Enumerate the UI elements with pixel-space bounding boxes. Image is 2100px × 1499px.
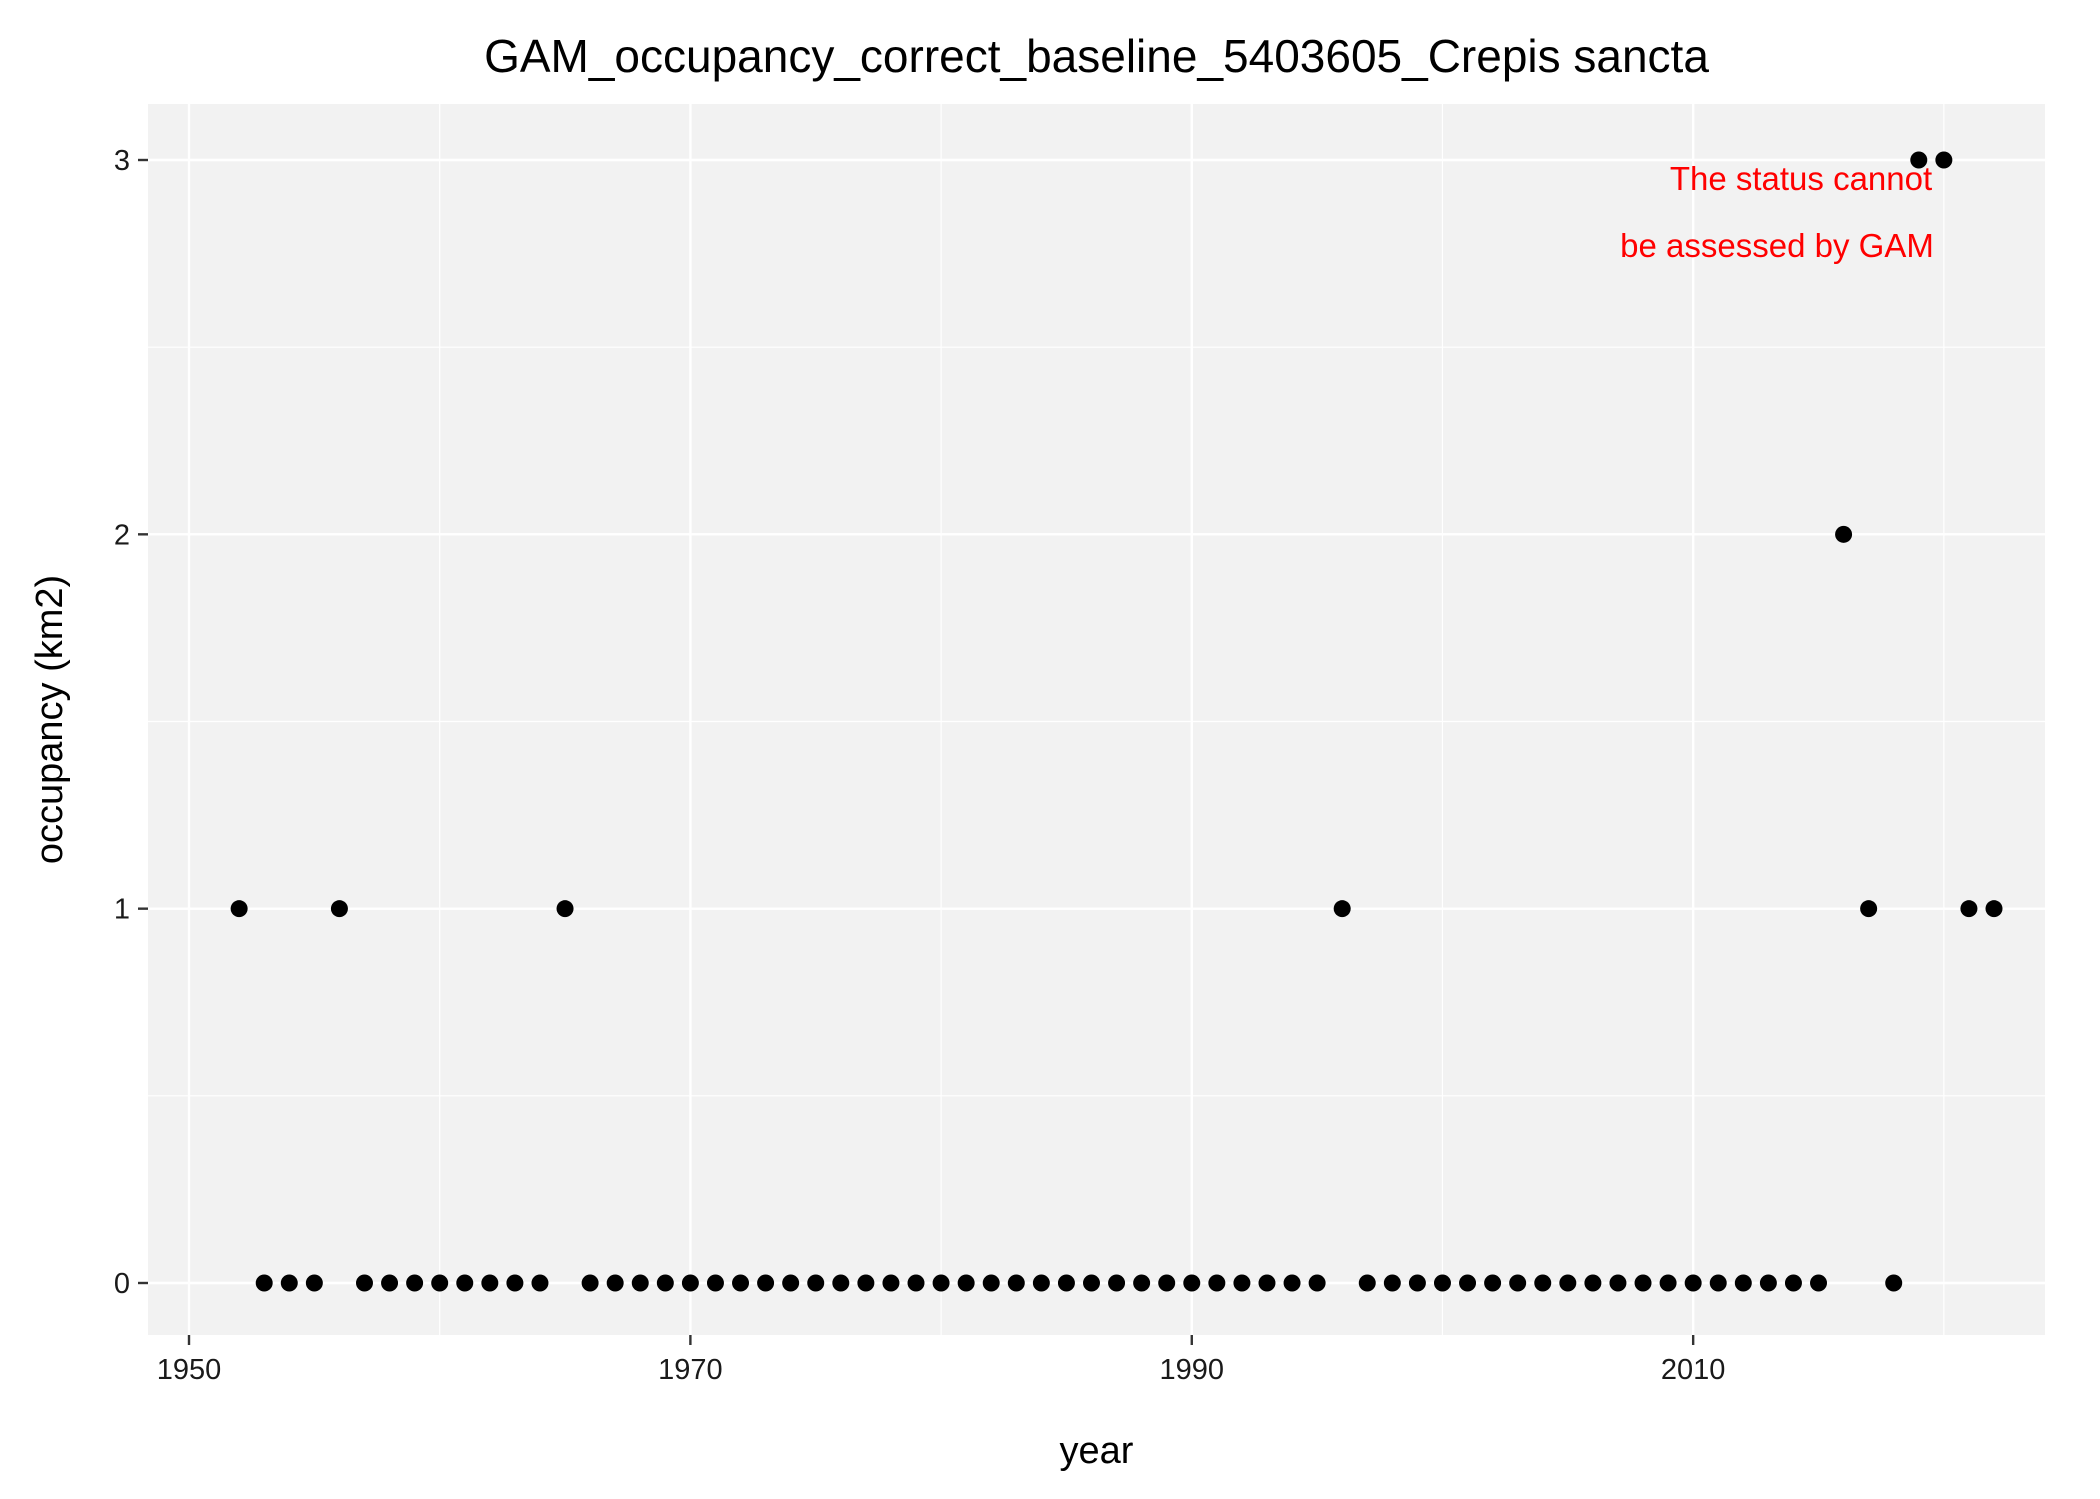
data-point [1258,1274,1276,1292]
x-axis-title: year [1060,1430,1134,1472]
data-point [1709,1274,1727,1292]
data-point [406,1274,424,1292]
x-tick-label: 2010 [1661,1354,1726,1386]
data-point [1358,1274,1376,1292]
data-point [982,1274,1000,1292]
data-point [1584,1274,1602,1292]
minor-gridlines [148,104,2045,1335]
data-point [581,1274,599,1292]
data-point [1283,1274,1301,1292]
data-point [481,1274,499,1292]
data-point [782,1274,800,1292]
data-point [456,1274,474,1292]
x-tick-label: 1950 [157,1354,222,1386]
data-point [1007,1274,1025,1292]
data-point [1985,900,2003,918]
data-point [606,1274,624,1292]
data-point [1885,1274,1903,1292]
x-tick-label: 1990 [1160,1354,1225,1386]
data-point [1383,1274,1401,1292]
data-point [807,1274,825,1292]
data-point [631,1274,649,1292]
data-point [280,1274,298,1292]
data-point [857,1274,875,1292]
major-gridlines [148,104,2045,1335]
data-point [1634,1274,1652,1292]
data-point [1935,151,1953,169]
data-point [1960,900,1978,918]
data-points [230,151,2003,1292]
data-point [706,1274,724,1292]
data-point [1408,1274,1426,1292]
y-tick-label: 0 [114,1268,130,1300]
data-point [1108,1274,1126,1292]
x-axis: 1950 1970 1990 2010 [157,1335,1726,1386]
data-point [531,1274,549,1292]
data-point [1057,1274,1075,1292]
data-point [1308,1274,1326,1292]
data-point [882,1274,900,1292]
data-point [1083,1274,1100,1292]
data-point [1133,1274,1151,1292]
data-point [1459,1274,1477,1292]
data-point [1158,1274,1176,1292]
data-point [1810,1274,1828,1292]
data-point [556,900,574,918]
data-point [907,1274,925,1292]
y-tick-label: 1 [114,894,130,926]
data-point [1183,1274,1201,1292]
data-point [1433,1274,1451,1292]
data-point [255,1274,273,1292]
data-point [330,900,348,918]
annotation-line-1: The status cannot [1670,160,1932,197]
data-point [757,1274,775,1292]
y-tick-label: 3 [114,145,130,177]
annotation-line-2: be assessed by GAM [1620,227,1934,264]
data-point [1484,1274,1502,1292]
data-point [1684,1274,1702,1292]
data-point [1659,1274,1677,1292]
plot-panel [148,104,2045,1335]
data-point [656,1274,674,1292]
data-point [732,1274,750,1292]
data-point [230,900,248,918]
data-point [1509,1274,1527,1292]
data-point [957,1274,975,1292]
data-point [1333,900,1351,918]
data-point [1759,1274,1777,1292]
data-point [1233,1274,1251,1292]
data-point [355,1274,373,1292]
data-point [832,1274,850,1292]
data-point [1609,1274,1627,1292]
y-axis: 0 1 2 3 [114,145,148,1300]
data-point [1784,1274,1802,1292]
data-point [1534,1274,1552,1292]
data-point [506,1274,524,1292]
y-tick-label: 2 [114,519,130,551]
data-point [1835,525,1853,543]
data-point [681,1274,699,1292]
data-point [1032,1274,1050,1292]
data-point [381,1274,399,1292]
chart-title: GAM_occupancy_correct_baseline_5403605_C… [484,30,1709,82]
data-point [1734,1274,1752,1292]
y-axis-title: occupancy (km2) [29,575,71,864]
data-point [1208,1274,1226,1292]
data-point [1860,900,1878,918]
data-point [932,1274,950,1292]
data-point [431,1274,449,1292]
data-point [305,1274,323,1292]
data-point [1910,151,1928,169]
x-tick-label: 1970 [658,1354,723,1386]
data-point [1559,1274,1577,1292]
